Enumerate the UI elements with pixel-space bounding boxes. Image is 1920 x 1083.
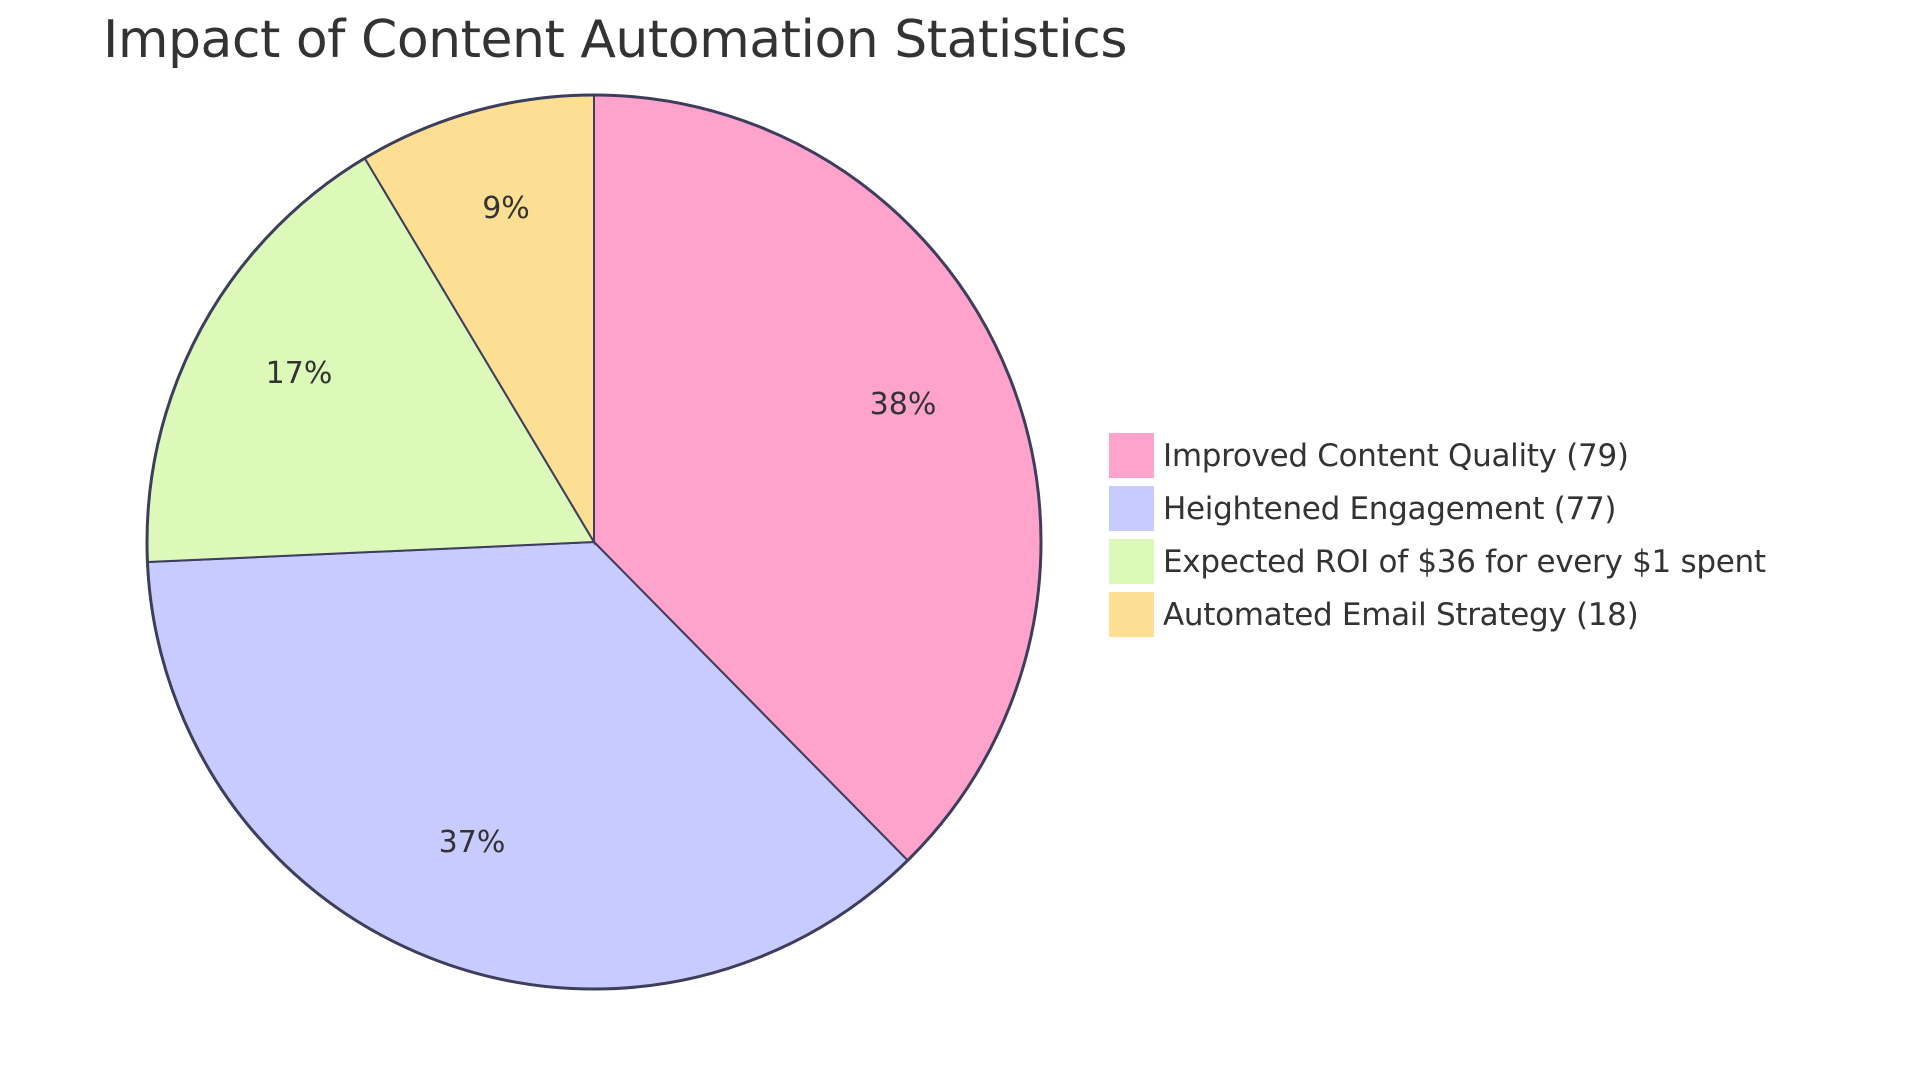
legend-label: Expected ROI of $36 for every $1 spent: [1163, 543, 1766, 580]
chart-title: Impact of Content Automation Statistics: [103, 10, 1127, 70]
legend-item-improved-content-quality: Improved Content Quality (79): [1109, 433, 1766, 478]
legend-swatch: [1109, 539, 1154, 584]
legend-item-heightened-engagement: Heightened Engagement (77): [1109, 486, 1766, 531]
legend-swatch: [1109, 592, 1154, 637]
slice-label-heightened-engagement: 37%: [439, 825, 506, 860]
legend-item-expected-roi: Expected ROI of $36 for every $1 spent: [1109, 539, 1766, 584]
pie-outline: [145, 93, 1043, 991]
legend-label: Automated Email Strategy (18): [1163, 596, 1639, 633]
slice-label-expected-roi: 17%: [266, 356, 333, 391]
slice-labels: 38% 37% 17% 9%: [266, 191, 937, 860]
legend-label: Heightened Engagement (77): [1163, 490, 1617, 527]
slice-label-improved-content-quality: 38%: [870, 387, 937, 422]
legend-swatch: [1109, 433, 1154, 478]
legend-label: Improved Content Quality (79): [1163, 437, 1629, 474]
legend-swatch: [1109, 486, 1154, 531]
slice-label-automated-email: 9%: [482, 191, 530, 226]
legend: Improved Content Quality (79) Heightened…: [1109, 433, 1766, 645]
legend-item-automated-email: Automated Email Strategy (18): [1109, 592, 1766, 637]
pie-slices: [146, 93, 1042, 990]
